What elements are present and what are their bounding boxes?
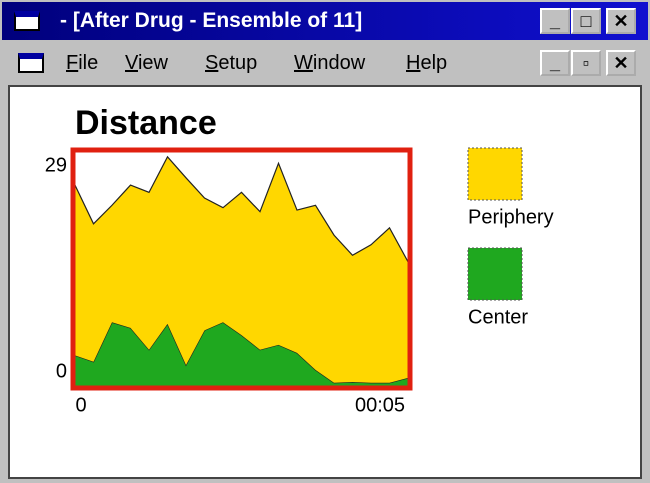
menu-item[interactable]: File [66,52,99,74]
title-bar: - [After Drug - Ensemble of 11] _ □ ✕ [2,2,648,40]
menu-item[interactable]: Setup [205,52,258,74]
menu-bar: File View Setup Window Help _ ▫ ✕ [2,42,648,84]
legend-swatch [467,247,523,301]
x-tick-label: 00:05 [355,394,405,416]
app-icon [14,11,40,31]
doc-restore-button[interactable]: ▫ [571,50,601,76]
legend-label: Center [468,306,528,328]
doc-icon [18,53,44,73]
y-tick-label: 29 [45,154,67,176]
area-edge [74,155,409,263]
plot-frame [70,147,413,391]
maximize-button[interactable]: □ [571,8,601,34]
menu-item[interactable]: View [125,52,168,74]
doc-close-button[interactable]: ✕ [606,50,636,76]
menu-item[interactable]: Window [294,52,366,74]
close-button[interactable]: ✕ [606,8,636,34]
legend-swatch [467,147,523,201]
x-tick-label: 0 [75,394,86,416]
window-title: - [After Drug - Ensemble of 11] [60,9,363,32]
legend-label: Periphery [468,206,554,228]
area [75,322,408,386]
menu-item[interactable]: Help [406,52,448,74]
minimize-button[interactable]: _ [540,8,570,34]
doc-minimize-button[interactable]: _ [540,50,570,76]
y-tick-label: 0 [56,360,67,382]
chart-title: Distance [75,104,217,142]
area [75,156,408,383]
